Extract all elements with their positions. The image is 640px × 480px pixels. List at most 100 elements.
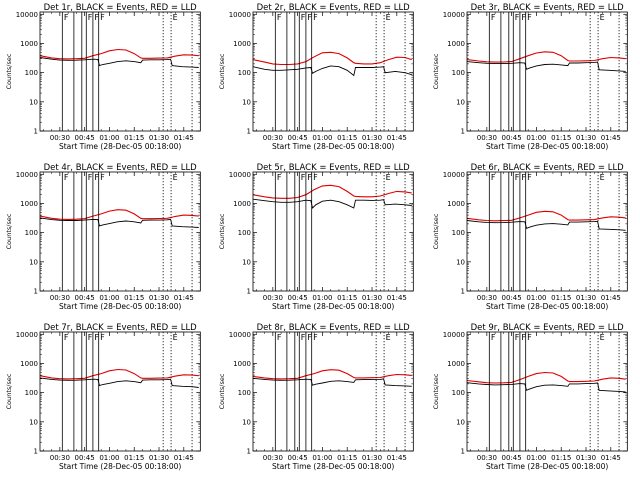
y-tick-label: 10	[242, 258, 251, 266]
y-tick-label: 100	[25, 389, 38, 397]
y-axis-label: Counts/sec	[5, 373, 13, 409]
y-tick-label: 100	[452, 69, 465, 77]
x-tick-label: 01:00	[312, 294, 332, 302]
chart-title: Det 5r, BLACK = Events, RED = LLD	[257, 163, 411, 173]
series-line-lld	[467, 371, 626, 384]
x-tick-label: 01:00	[312, 134, 332, 142]
x-tick-label: 01:30	[149, 454, 169, 462]
series-line-lld	[40, 368, 199, 380]
flag-label: F	[64, 333, 69, 342]
x-tick-label: 00:45	[288, 134, 308, 142]
x-tick-label: 01:30	[362, 454, 382, 462]
plot-frame	[39, 331, 201, 452]
flag-label: F	[88, 333, 93, 342]
y-tick-label: 10	[242, 418, 251, 426]
y-tick-label: 10	[456, 98, 465, 106]
flag-label: F	[277, 13, 282, 22]
x-tick-label: 01:30	[362, 134, 382, 142]
flag-label: F	[100, 13, 105, 22]
y-axis-label: Counts/sec	[5, 213, 13, 249]
y-tick-label: 1000	[20, 360, 38, 368]
y-tick-label: 1000	[233, 40, 251, 48]
flag-label: F	[64, 173, 69, 182]
plot-frame	[466, 11, 628, 132]
x-tick-label: 01:45	[387, 294, 407, 302]
x-tick-label: 01:15	[337, 134, 357, 142]
y-tick-label: 10	[29, 258, 38, 266]
y-axis-label: Counts/sec	[218, 53, 226, 89]
x-tick-label: 01:45	[387, 134, 407, 142]
x-axis-label: Start Time (28-Dec-05 00:18:00)	[486, 462, 608, 471]
plot-frame	[252, 331, 414, 452]
flag-label: F	[88, 13, 93, 22]
series-line-events	[467, 220, 626, 231]
flag-label: F	[515, 173, 520, 182]
plot-frame	[252, 171, 414, 292]
y-tick-label: 1000	[447, 360, 465, 368]
x-tick-label: 01:45	[601, 454, 621, 462]
flag-label: F	[307, 13, 312, 22]
y-axis-label: Counts/sec	[432, 373, 440, 409]
x-tick-label: 01:00	[312, 454, 332, 462]
chart-title: Det 7r, BLACK = Events, RED = LLD	[44, 323, 198, 333]
plot-frame	[252, 11, 414, 132]
y-axis-label: Counts/sec	[5, 53, 13, 89]
y-tick-label: 100	[238, 69, 251, 77]
y-tick-label: 10	[29, 98, 38, 106]
flag-label: E	[173, 173, 178, 182]
y-tick-label: 1	[461, 128, 465, 136]
y-tick-label: 1000	[447, 200, 465, 208]
flag-label: F	[491, 173, 496, 182]
series-line-lld	[40, 209, 199, 220]
y-tick-label: 10000	[16, 11, 38, 19]
x-tick-label: 01:30	[149, 134, 169, 142]
x-tick-label: 01:00	[99, 134, 119, 142]
flag-label: F	[301, 173, 306, 182]
flag-label: E	[600, 173, 605, 182]
flag-label: F	[307, 333, 312, 342]
y-tick-label: 10	[242, 98, 251, 106]
y-tick-label: 10	[456, 258, 465, 266]
y-tick-label: 1000	[233, 200, 251, 208]
x-tick-label: 01:15	[124, 454, 144, 462]
flag-label: E	[173, 13, 178, 22]
x-axis-label: Start Time (28-Dec-05 00:18:00)	[272, 142, 394, 151]
x-tick-label: 01:15	[551, 294, 571, 302]
y-tick-label: 1	[34, 128, 38, 136]
x-tick-label: 01:45	[174, 454, 194, 462]
y-tick-label: 100	[238, 389, 251, 397]
series-line-lld	[253, 369, 412, 380]
x-tick-label: 01:15	[124, 134, 144, 142]
y-tick-label: 10000	[443, 11, 465, 19]
chart-title: Det 8r, BLACK = Events, RED = LLD	[257, 323, 411, 333]
y-tick-label: 10000	[443, 171, 465, 179]
x-tick-label: 01:00	[99, 454, 119, 462]
chart-title: Det 6r, BLACK = Events, RED = LLD	[471, 163, 625, 173]
x-tick-label: 01:15	[551, 134, 571, 142]
x-tick-label: 01:00	[526, 294, 546, 302]
x-axis-label: Start Time (28-Dec-05 00:18:00)	[486, 302, 608, 311]
flag-label: F	[64, 13, 69, 22]
flag-label: F	[313, 13, 318, 22]
flag-label: E	[386, 13, 391, 22]
flag-label: F	[301, 333, 306, 342]
x-tick-label: 00:30	[477, 134, 497, 142]
chart-title: Det 4r, BLACK = Events, RED = LLD	[44, 163, 198, 173]
chart-title: Det 1r, BLACK = Events, RED = LLD	[44, 3, 198, 13]
x-tick-label: 00:45	[75, 454, 95, 462]
flag-label: E	[173, 333, 178, 342]
y-tick-label: 100	[25, 69, 38, 77]
flag-label: F	[277, 173, 282, 182]
x-tick-label: 01:00	[526, 454, 546, 462]
y-tick-label: 1000	[233, 360, 251, 368]
x-tick-label: 00:30	[263, 134, 283, 142]
x-tick-label: 01:45	[174, 134, 194, 142]
flag-label: F	[277, 333, 282, 342]
